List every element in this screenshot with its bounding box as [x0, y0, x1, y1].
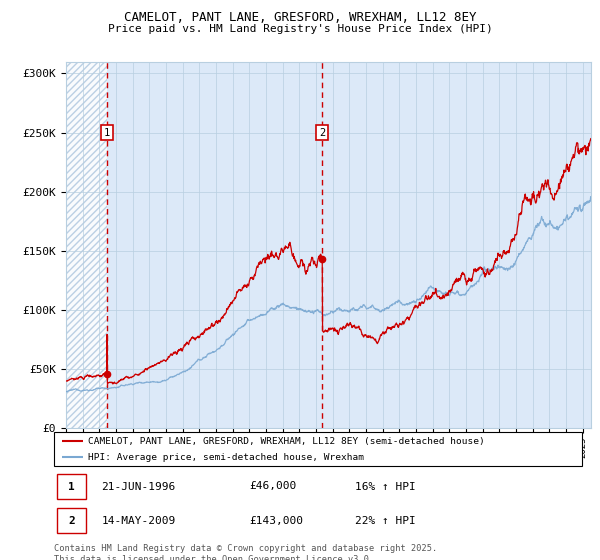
Text: Price paid vs. HM Land Registry's House Price Index (HPI): Price paid vs. HM Land Registry's House … — [107, 24, 493, 34]
Text: 16% ↑ HPI: 16% ↑ HPI — [355, 482, 416, 492]
Text: 1: 1 — [68, 482, 75, 492]
Text: 22% ↑ HPI: 22% ↑ HPI — [355, 516, 416, 526]
Text: 2: 2 — [319, 128, 325, 138]
Text: £46,000: £46,000 — [250, 482, 296, 492]
Text: CAMELOT, PANT LANE, GRESFORD, WREXHAM, LL12 8EY (semi-detached house): CAMELOT, PANT LANE, GRESFORD, WREXHAM, L… — [88, 437, 485, 446]
FancyBboxPatch shape — [56, 474, 86, 499]
Bar — [66, 62, 107, 428]
Text: 2: 2 — [68, 516, 75, 526]
Text: Contains HM Land Registry data © Crown copyright and database right 2025.
This d: Contains HM Land Registry data © Crown c… — [54, 544, 437, 560]
Text: 1: 1 — [104, 128, 110, 138]
Text: 21-JUN-1996: 21-JUN-1996 — [101, 482, 176, 492]
Text: HPI: Average price, semi-detached house, Wrexham: HPI: Average price, semi-detached house,… — [88, 452, 364, 461]
FancyBboxPatch shape — [56, 508, 86, 533]
Text: 14-MAY-2009: 14-MAY-2009 — [101, 516, 176, 526]
Text: CAMELOT, PANT LANE, GRESFORD, WREXHAM, LL12 8EY: CAMELOT, PANT LANE, GRESFORD, WREXHAM, L… — [124, 11, 476, 24]
Text: £143,000: £143,000 — [250, 516, 304, 526]
